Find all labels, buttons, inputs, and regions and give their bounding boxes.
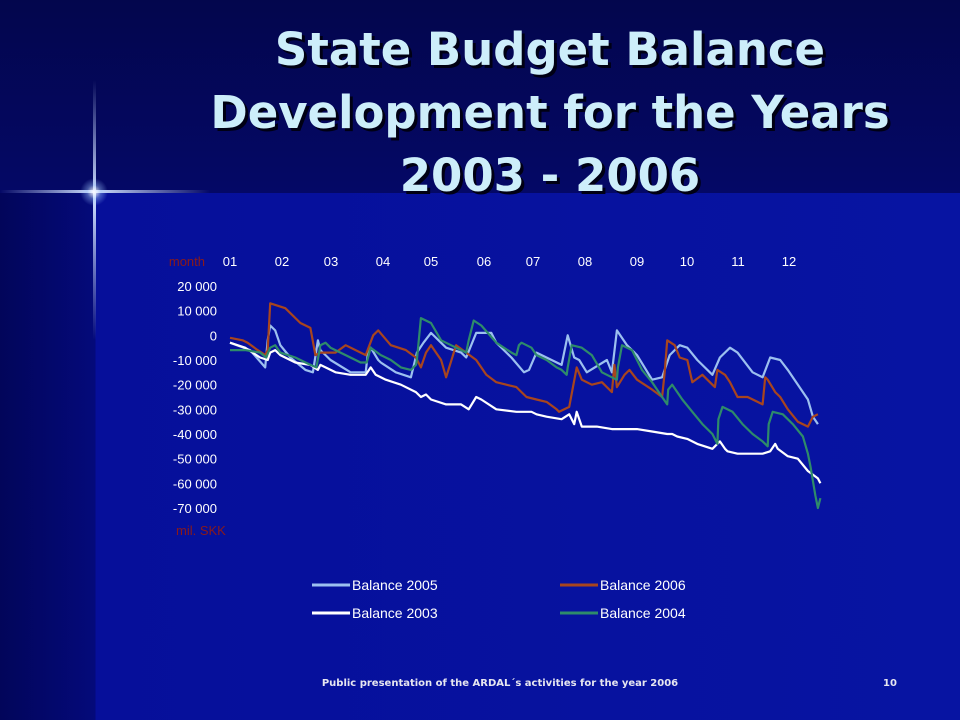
month-tick-label: 04 <box>376 254 390 269</box>
month-tick-label: 09 <box>630 254 644 269</box>
y-tick-label: -60 000 <box>173 476 217 491</box>
legend-label-balance-2006: Balance 2006 <box>600 577 686 593</box>
series-line-balance-2006 <box>229 302 819 428</box>
series-line-balance-2003 <box>229 341 822 484</box>
title-band <box>0 0 960 193</box>
y-tick-label: 10 000 <box>177 304 217 319</box>
month-tick-label: 02 <box>275 254 289 269</box>
series-line-balance-2004 <box>230 317 822 510</box>
page-number: 10 <box>883 678 897 689</box>
slide-footer: Public presentation of the ARDAL´s activ… <box>321 678 679 689</box>
y-tick-label: -10 000 <box>173 353 217 368</box>
legend-label-balance-2003: Balance 2003 <box>352 605 438 621</box>
month-axis-label: month <box>169 254 205 269</box>
y-axis-tick-labels: 20 000 10 000 0 -10 000 -20 000 -30 000 -40 00… <box>173 279 217 516</box>
y-tick-label: -50 000 <box>173 452 217 467</box>
y-tick-label: -40 000 <box>173 427 217 442</box>
month-tick-label: 01 <box>223 254 237 269</box>
y-tick-label: -70 000 <box>173 501 217 516</box>
y-tick-label: 0 <box>210 328 217 343</box>
y-tick-label: 20 000 <box>177 279 217 294</box>
month-tick-label: 05 <box>424 254 438 269</box>
month-tick-label: 10 <box>680 254 694 269</box>
decorative-light-ray-vertical <box>93 80 96 340</box>
month-tick-label: 03 <box>324 254 338 269</box>
series-line-balance-2005 <box>229 324 819 425</box>
month-tick-label: 12 <box>782 254 796 269</box>
y-tick-label: -20 000 <box>173 378 217 393</box>
y-tick-label: -30 000 <box>173 402 217 417</box>
slide-title: State Budget Balance Development for the… <box>210 23 890 202</box>
unit-label: mil. SKK <box>176 523 226 538</box>
month-tick-label: 06 <box>477 254 491 269</box>
month-tick-label: 07 <box>526 254 540 269</box>
legend-label-balance-2005: Balance 2005 <box>352 577 438 593</box>
series-lines <box>229 302 822 510</box>
month-tick-labels: 01 02 03 04 05 06 07 08 09 10 11 12 <box>223 254 796 269</box>
chart-legend: Balance 2005 Balance 2006 Balance 2003 Bala… <box>312 577 686 621</box>
legend-label-balance-2004: Balance 2004 <box>600 605 686 621</box>
month-tick-label: 11 <box>731 254 745 269</box>
month-tick-label: 08 <box>578 254 592 269</box>
decorative-star-sparkle-icon <box>80 178 108 206</box>
